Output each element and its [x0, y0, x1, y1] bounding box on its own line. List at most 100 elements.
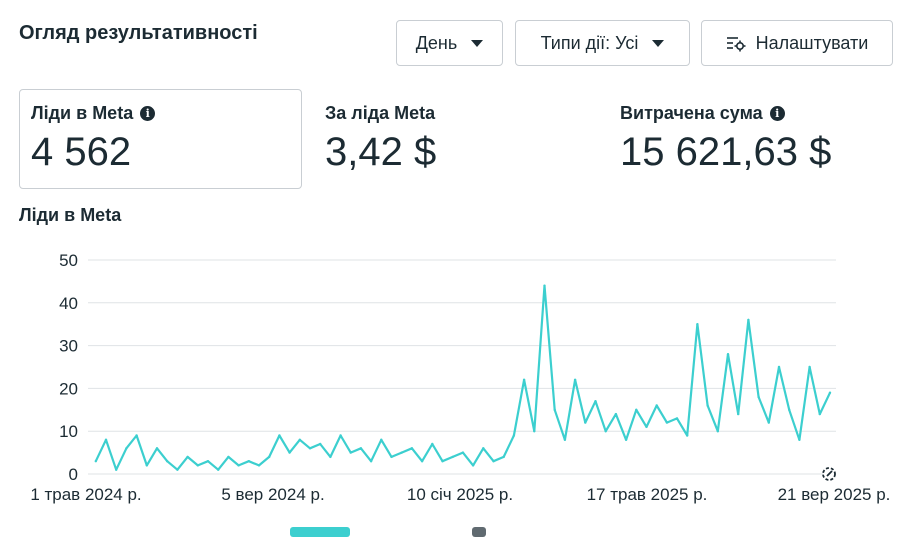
data-point: [512, 434, 516, 437]
data-point: [420, 460, 424, 463]
metric-leads[interactable]: Ліди в Meta i 4 562: [31, 103, 156, 175]
data-point: [635, 408, 638, 411]
data-point: [135, 434, 138, 437]
caret-down-icon: [652, 39, 665, 47]
metric-cost-per-lead[interactable]: За ліда Meta 3,42 $: [325, 103, 436, 175]
data-point: [278, 434, 281, 437]
data-point: [655, 404, 658, 407]
info-icon[interactable]: i: [769, 106, 785, 121]
metric-amount-spent-value: 15 621,63 $: [620, 130, 832, 174]
data-point: [584, 421, 587, 424]
period-label: День: [415, 32, 458, 53]
data-point: [349, 451, 352, 454]
data-point: [573, 378, 577, 381]
data-point: [594, 400, 597, 403]
data-point: [696, 323, 699, 326]
data-point: [257, 464, 261, 467]
data-point: [410, 447, 414, 450]
data-point: [329, 455, 332, 459]
x-tick-label: 17 трав 2025 р.: [587, 485, 708, 504]
data-point: [451, 455, 454, 459]
metric-amount-spent[interactable]: Витрачена сума i 15 621,63 $: [620, 103, 831, 175]
data-point: [441, 460, 444, 463]
data-point: [461, 451, 465, 454]
data-point: [808, 365, 811, 369]
settings-icon: [726, 34, 746, 52]
y-tick-label: 40: [59, 294, 78, 313]
data-point: [624, 438, 628, 441]
metric-leads-label: Ліди в Meta: [31, 103, 134, 123]
data-point: [777, 365, 781, 369]
series-line-leads: [94, 284, 831, 471]
partial-period-icon: [822, 467, 836, 481]
y-tick-label: 50: [59, 251, 78, 270]
data-point: [227, 455, 230, 459]
data-point: [237, 464, 240, 467]
data-point: [308, 447, 312, 450]
metric-cost-per-lead-value: 3,42 $: [325, 130, 437, 174]
data-point: [400, 451, 403, 454]
data-point: [533, 430, 536, 433]
data-point: [206, 460, 210, 463]
info-icon[interactable]: i: [140, 106, 156, 121]
y-tick-label: 10: [59, 422, 78, 441]
data-point: [217, 468, 220, 471]
caret-down-icon: [471, 39, 484, 47]
data-point: [726, 353, 730, 356]
metric-cost-per-lead-label: За ліда Meta: [325, 103, 436, 123]
x-tick-label: 21 вер 2025 р.: [778, 485, 891, 504]
data-point: [298, 438, 301, 441]
y-tick-label: 0: [69, 465, 78, 484]
legend-swatch-secondary[interactable]: [472, 527, 486, 537]
metric-leads-value: 4 562: [31, 130, 132, 174]
data-point: [767, 421, 770, 424]
data-point: [553, 408, 556, 411]
data-point: [339, 434, 342, 437]
data-point: [369, 460, 373, 463]
metric-amount-spent-label: Витрачена сума: [620, 103, 763, 123]
data-point: [125, 447, 128, 450]
data-point: [492, 460, 495, 463]
data-point: [166, 460, 169, 463]
y-tick-label: 30: [59, 337, 78, 356]
data-point: [686, 434, 689, 437]
data-point: [563, 438, 567, 441]
metric-card-selected[interactable]: [19, 89, 302, 189]
data-point: [247, 460, 250, 463]
data-point: [522, 378, 526, 381]
data-point: [155, 447, 159, 450]
settings-button[interactable]: Налаштувати: [701, 20, 893, 66]
data-point: [798, 438, 801, 441]
chart-title: Ліди в Meta: [19, 205, 122, 225]
x-tick-label: 1 трав 2024 р.: [30, 485, 141, 504]
data-point: [818, 412, 821, 416]
settings-label: Налаштувати: [755, 32, 869, 53]
data-point: [115, 468, 118, 471]
y-tick-label: 20: [59, 379, 78, 398]
x-tick-label: 5 вер 2024 р.: [221, 485, 324, 504]
legend-swatch-leads[interactable]: [290, 527, 350, 537]
data-point: [737, 412, 740, 416]
data-point: [665, 421, 669, 424]
data-point: [390, 455, 393, 459]
data-point: [471, 464, 475, 467]
data-point: [176, 468, 179, 471]
data-point: [482, 447, 485, 450]
data-point: [94, 460, 98, 463]
data-point: [543, 284, 546, 287]
data-point: [828, 391, 832, 394]
data-point: [614, 412, 618, 416]
period-dropdown[interactable]: День: [396, 20, 503, 66]
data-point: [747, 318, 750, 322]
data-point: [186, 455, 189, 459]
data-point: [319, 442, 322, 446]
data-point: [675, 417, 679, 420]
data-point: [359, 447, 363, 450]
data-point: [502, 455, 505, 459]
action-types-dropdown[interactable]: Типи дії: Усі: [515, 20, 690, 66]
data-point: [757, 395, 760, 399]
data-point: [645, 425, 648, 429]
data-point: [706, 404, 709, 407]
data-point: [196, 464, 199, 467]
